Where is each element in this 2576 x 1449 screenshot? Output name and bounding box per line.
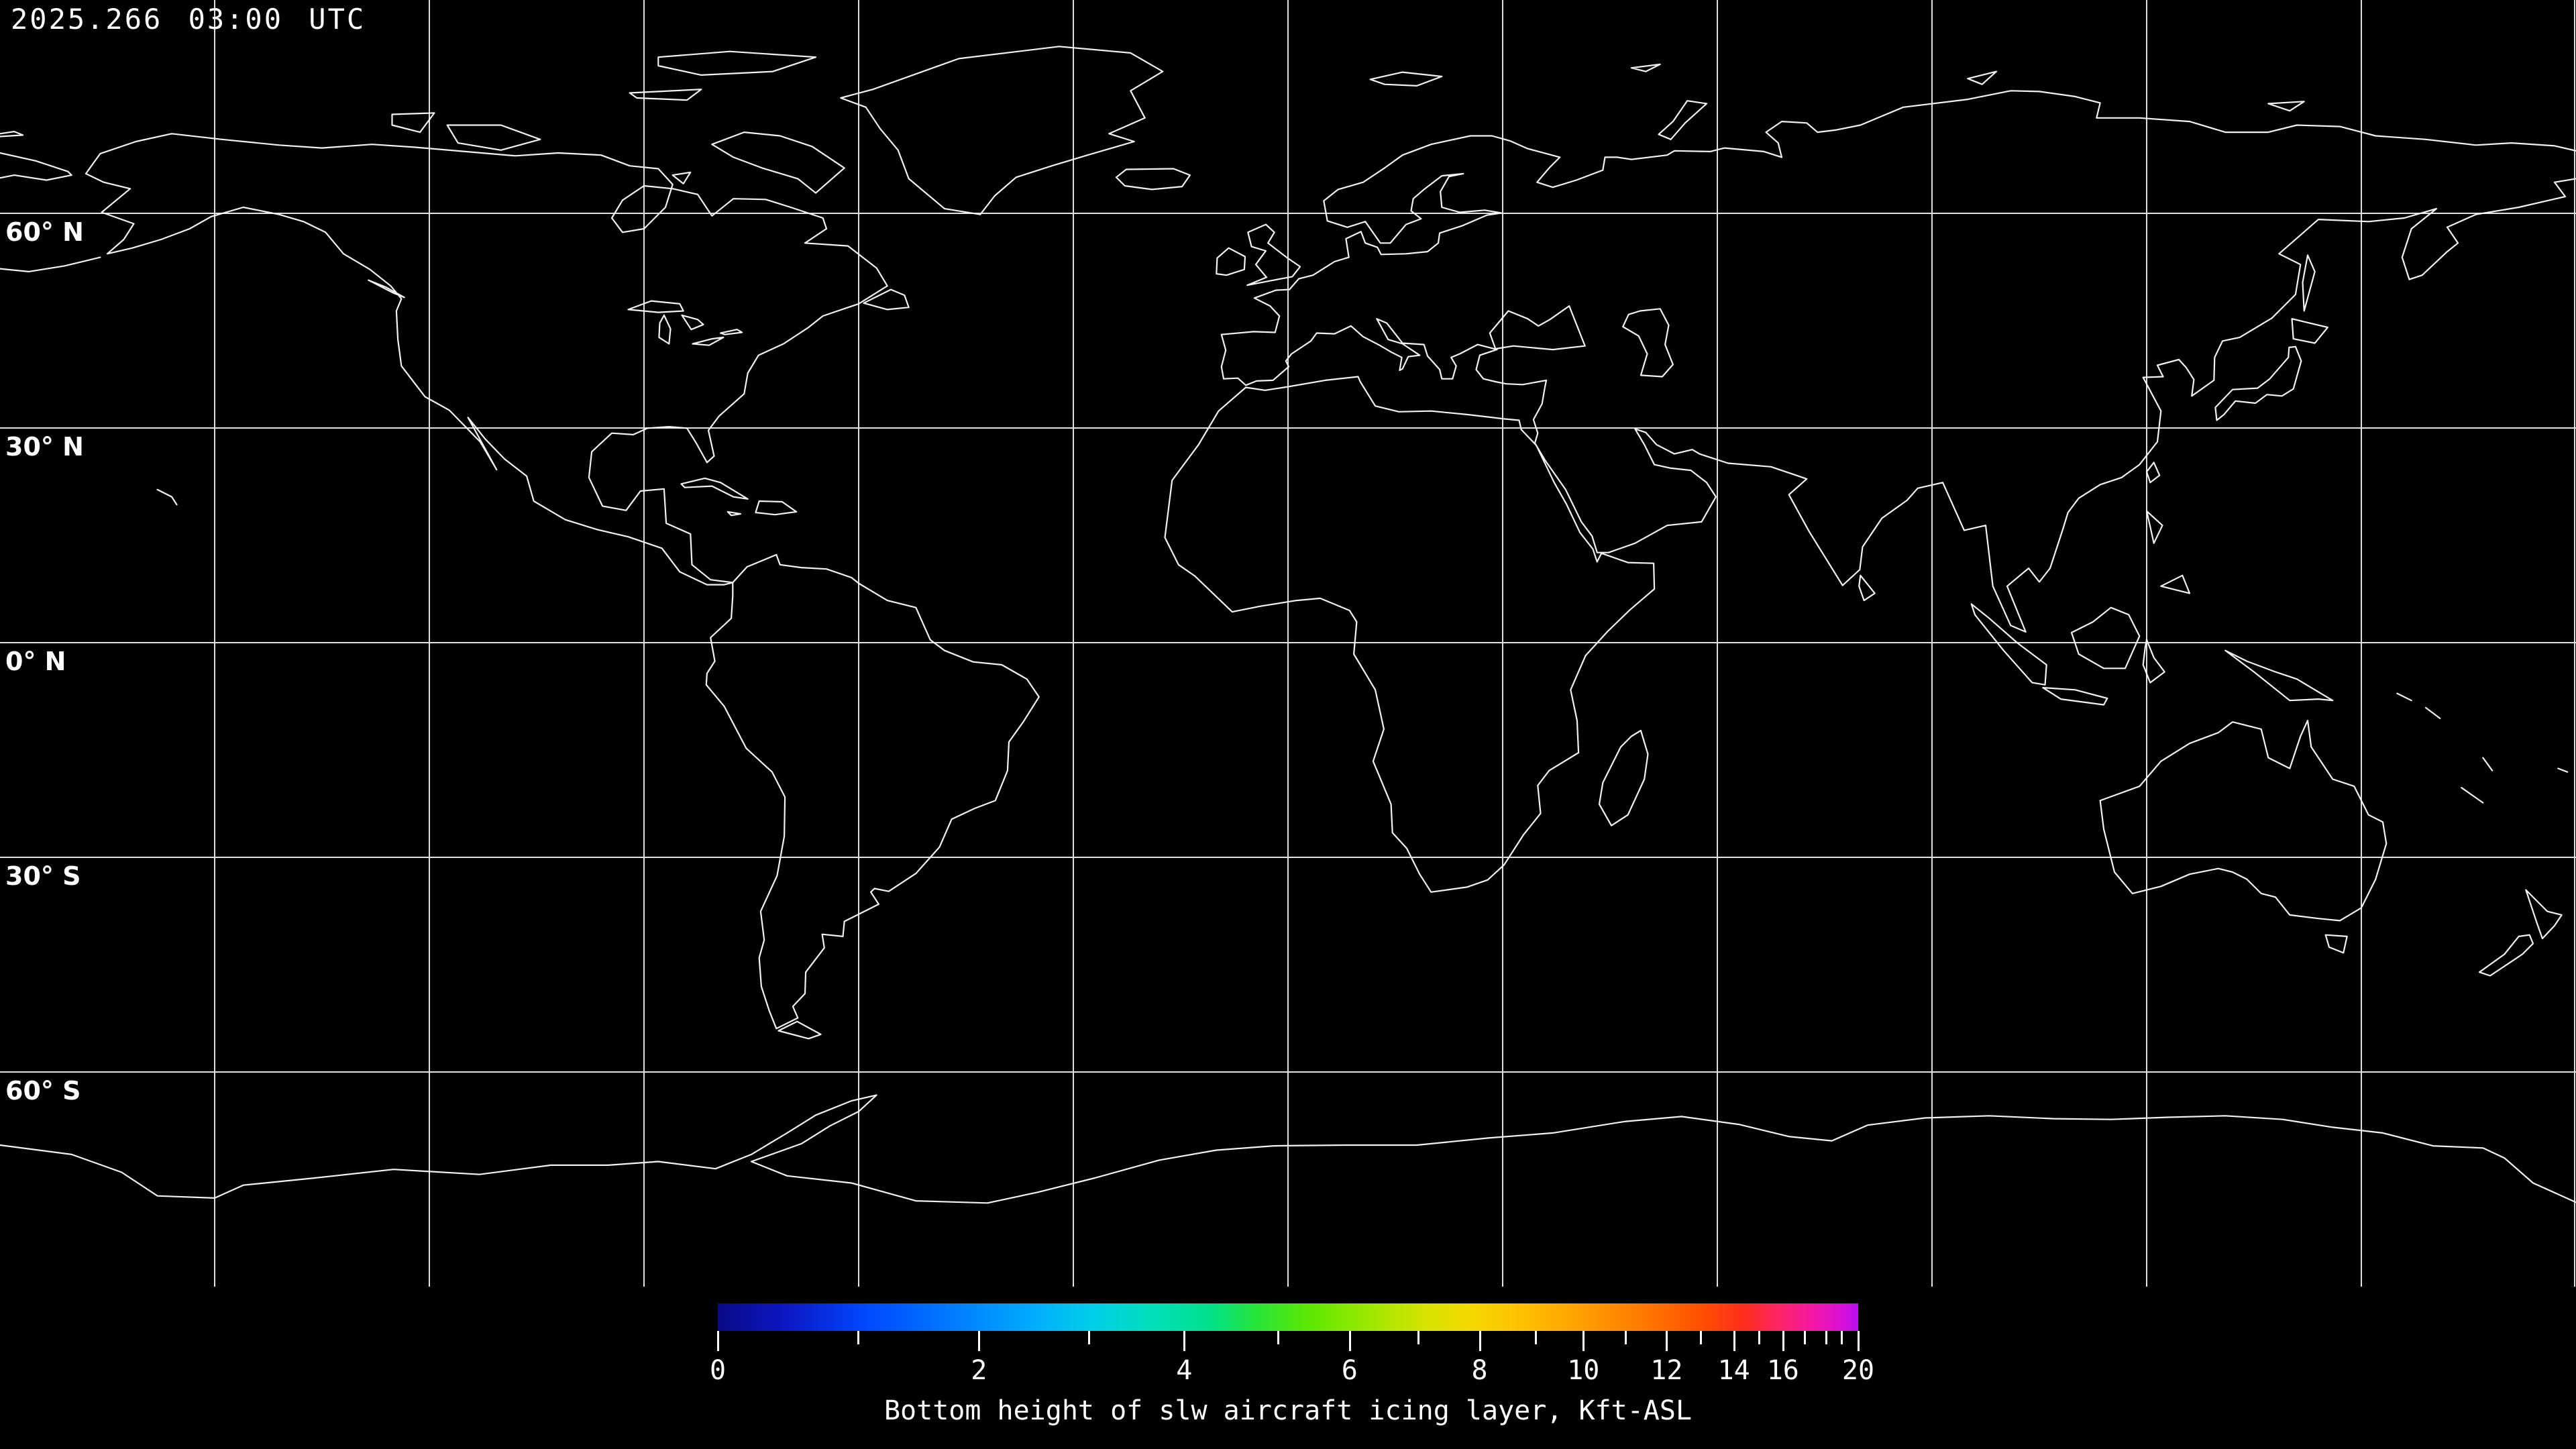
colorbar-tick-18 [1825, 1331, 1828, 1344]
latitude-label: 30° N [5, 432, 84, 462]
colorbar-tick-11 [1625, 1331, 1627, 1344]
colorbar-tick-4 [1183, 1331, 1186, 1351]
colorbar-tick-2 [978, 1331, 981, 1351]
colorbar-tick-label: 16 [1766, 1355, 1799, 1386]
colorbar-tick-10 [1582, 1331, 1585, 1351]
colorbar-tick-19 [1840, 1331, 1843, 1344]
colorbar-gradient [718, 1303, 1858, 1331]
colorbar-tick-label: 10 [1567, 1355, 1600, 1386]
colorbar-tick-label: 6 [1341, 1355, 1358, 1386]
colorbar-tick-label: 14 [1717, 1355, 1750, 1386]
coastline-path [0, 46, 2576, 1204]
colorbar-tick-8 [1479, 1331, 1481, 1351]
latitude-label: 0° N [5, 647, 66, 676]
world-coastlines [0, 46, 2576, 1204]
colorbar-tick-9 [1534, 1331, 1537, 1344]
colorbar-tick-15 [1758, 1331, 1761, 1344]
latitude-label: 60° S [5, 1076, 81, 1106]
colorbar-tick-label: 2 [971, 1355, 987, 1386]
colorbar-tick-0 [717, 1331, 719, 1351]
colorbar-tick-label: 8 [1471, 1355, 1488, 1386]
colorbar-tick-5 [1277, 1331, 1279, 1344]
colorbar-tick-17 [1804, 1331, 1807, 1344]
graticule [0, 0, 2576, 1287]
colorbar-tick-label: 20 [1841, 1355, 1875, 1386]
colorbar-tick-6 [1348, 1331, 1351, 1351]
colorbar-tick-14 [1733, 1331, 1735, 1351]
colorbar-tick-7 [1417, 1331, 1419, 1344]
colorbar-tick-3 [1087, 1331, 1090, 1344]
colorbar-title: Bottom height of slw aircraft icing laye… [883, 1395, 1693, 1426]
timestamp-label: 2025.266 03:00 UTC [11, 3, 366, 36]
latitude-label: 30° S [5, 861, 81, 891]
colorbar-tick-12 [1666, 1331, 1668, 1351]
colorbar-tick-20 [1858, 1331, 1860, 1351]
colorbar-tick-16 [1782, 1331, 1784, 1351]
colorbar-tick-1 [857, 1331, 860, 1344]
colorbar-tick-label: 0 [709, 1355, 727, 1386]
colorbar-tick-label: 12 [1650, 1355, 1683, 1386]
colorbar-tick-label: 4 [1176, 1355, 1193, 1386]
latitude-label: 60° N [5, 217, 84, 247]
colorbar-tick-13 [1700, 1331, 1703, 1344]
